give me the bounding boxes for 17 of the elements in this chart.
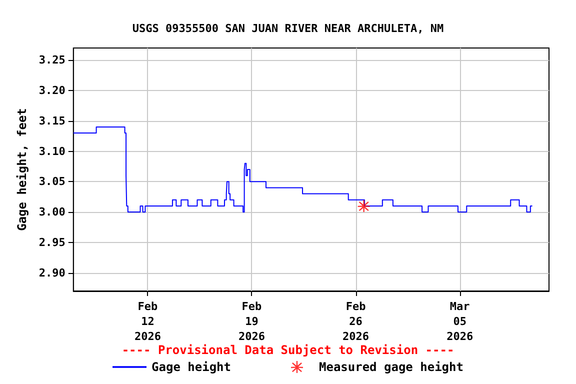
y-axis-title: Gage height, feet <box>15 108 29 231</box>
y-tick-label: 3.05 <box>38 175 66 188</box>
y-tick-label: 3.15 <box>38 114 66 128</box>
chart-title: USGS 09355500 SAN JUAN RIVER NEAR ARCHULETA, NM <box>132 22 444 35</box>
x-tick-label: Feb 19 2026 <box>238 300 266 343</box>
x-tick-label: Feb 26 2026 <box>342 300 370 343</box>
text: ---- Provisional Data Subject to Revision ---- <box>122 343 454 357</box>
x-tick-label: Feb 12 2026 <box>134 300 162 343</box>
y-tick-label: 3.25 <box>38 54 66 67</box>
x-tick-label: Mar 05 2026 <box>446 300 474 343</box>
y-tick-label: 3.20 <box>38 84 66 98</box>
y-tick-label: 3.00 <box>38 206 66 219</box>
y-tick-label: 2.90 <box>38 266 66 280</box>
y-tick-label: 2.95 <box>38 236 66 249</box>
legend-label: Gage height <box>152 360 232 374</box>
legend-label: Measured gage height <box>318 360 464 374</box>
y-tick-label: 3.10 <box>38 144 66 158</box>
